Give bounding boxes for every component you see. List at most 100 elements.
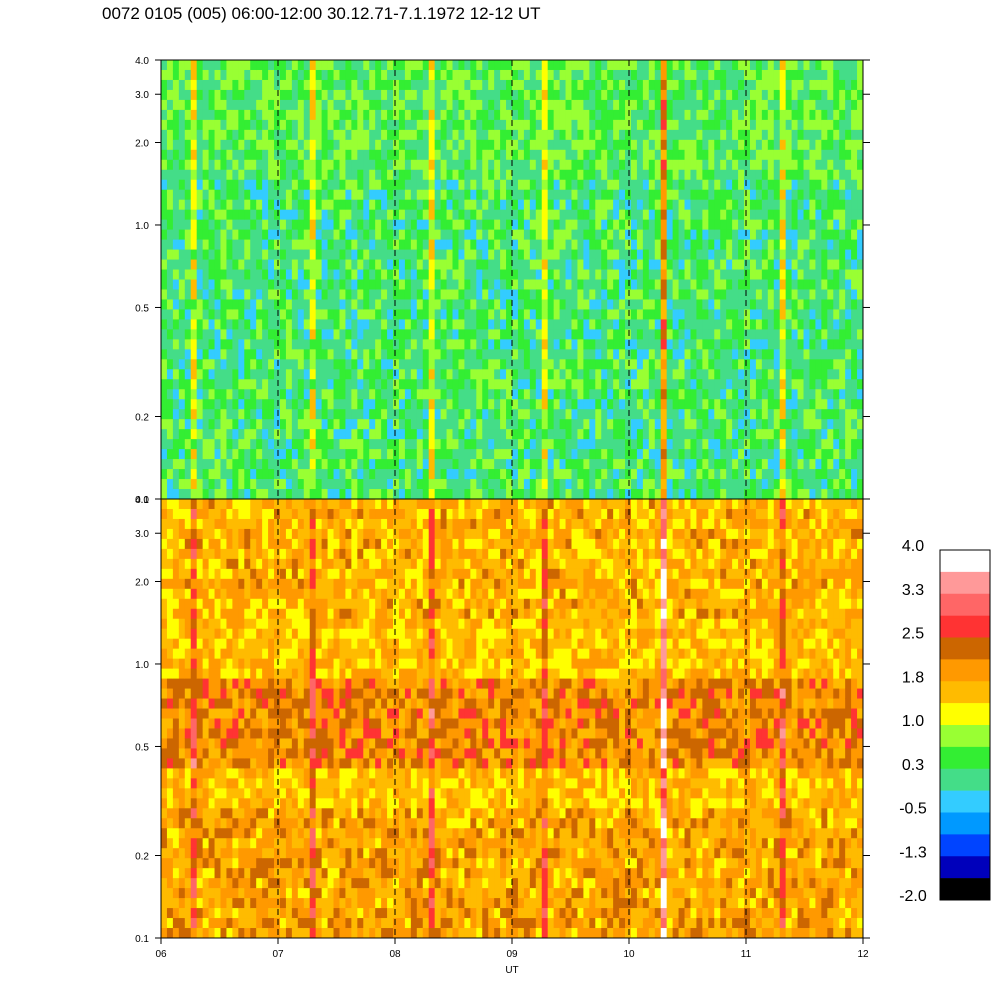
heatmap-cell [184, 419, 192, 430]
heatmap-cell [696, 379, 703, 390]
heatmap-cell [535, 189, 543, 201]
heatmap-cell [791, 149, 798, 161]
heatmap-cell [327, 299, 334, 310]
heatmap-cell [791, 179, 798, 191]
heatmap-cell [779, 469, 787, 480]
heatmap-cell [387, 289, 394, 300]
heatmap-cell [601, 79, 608, 91]
heatmap-cell [482, 409, 489, 420]
heatmap-cell [345, 149, 352, 161]
heatmap-cell [244, 309, 251, 320]
heatmap-cell [791, 159, 798, 171]
heatmap-cell [678, 89, 685, 101]
heatmap-cell [749, 439, 757, 450]
heatmap-cell [666, 449, 674, 460]
heatmap-cell [815, 169, 822, 181]
heatmap-cell [761, 139, 769, 151]
heatmap-cell [523, 369, 531, 380]
heatmap-cell [470, 329, 477, 340]
heatmap-cell [642, 269, 650, 280]
heatmap-cell [196, 149, 204, 161]
heatmap-cell [678, 279, 685, 290]
heatmap-cell [476, 329, 483, 340]
heatmap-cell [214, 109, 221, 121]
heatmap-cell [636, 149, 644, 161]
heatmap-cell [761, 459, 769, 470]
heatmap-cell [476, 469, 483, 480]
heatmap-cell [755, 149, 763, 161]
heatmap-cell [553, 369, 560, 380]
heatmap-cell [684, 60, 691, 71]
heatmap-cell [172, 269, 180, 280]
heatmap-cell [494, 419, 501, 430]
heatmap-cell [827, 169, 834, 181]
heatmap-cell [274, 219, 281, 231]
heatmap-cell [434, 139, 442, 151]
heatmap-cell [172, 399, 180, 410]
heatmap-cell [184, 339, 192, 350]
heatmap-cell [607, 359, 614, 370]
heatmap-cell [250, 369, 257, 380]
heatmap-cell [339, 60, 346, 71]
heatmap-cell [279, 359, 287, 370]
heatmap-cell [666, 279, 674, 290]
heatmap-cell [494, 259, 501, 270]
heatmap-cell [523, 469, 531, 480]
heatmap-cell [559, 349, 566, 360]
heatmap-cell [547, 299, 555, 310]
heatmap-cell [476, 279, 483, 290]
heatmap-cell [428, 419, 436, 430]
heatmap-cell [440, 139, 447, 151]
heatmap-cell [458, 479, 465, 490]
heatmap-cell [381, 109, 388, 121]
heatmap-cell [654, 459, 662, 470]
heatmap-cell [262, 349, 269, 360]
heatmap-cell [422, 289, 430, 300]
heatmap-cell [702, 199, 709, 211]
heatmap-cell [684, 269, 691, 280]
heatmap-cell [767, 319, 775, 330]
heatmap-cell [321, 119, 328, 131]
heatmap-cell [387, 229, 394, 240]
heatmap-cell [351, 119, 358, 131]
heatmap-cell [357, 259, 364, 270]
heatmap-cell [452, 139, 459, 151]
heatmap-cell [161, 60, 168, 71]
heatmap-cell [755, 249, 763, 260]
heatmap-cell [166, 459, 174, 470]
heatmap-cell [636, 289, 644, 300]
heatmap-cell [268, 409, 275, 420]
heatmap-cell [744, 219, 751, 231]
heatmap-cell [571, 189, 578, 201]
heatmap-cell [309, 159, 317, 171]
heatmap-cell [387, 99, 394, 111]
heatmap-cell [178, 229, 186, 240]
heatmap-cell [672, 279, 679, 290]
heatmap-cell [434, 199, 442, 211]
heatmap-cell [333, 339, 340, 350]
heatmap-cell [404, 229, 412, 240]
heatmap-cell [393, 409, 400, 420]
heatmap-cell [797, 359, 804, 370]
heatmap-cell [660, 179, 668, 191]
heatmap-cell [779, 359, 787, 370]
heatmap-cell [767, 149, 775, 161]
heatmap-cell [583, 479, 590, 490]
heatmap-cell [494, 229, 501, 240]
heatmap-cell [636, 439, 644, 450]
heatmap-cell [375, 139, 382, 151]
heatmap-cell [327, 389, 334, 400]
heatmap-cell [256, 209, 263, 221]
heatmap-cell [452, 219, 459, 231]
heatmap-cell [791, 139, 798, 151]
heatmap-cell [785, 279, 793, 290]
heatmap-cell [529, 89, 537, 101]
heatmap-cell [357, 229, 364, 240]
heatmap-cell [619, 169, 626, 181]
heatmap-cell [809, 279, 816, 290]
heatmap-cell [220, 429, 227, 440]
heatmap-cell [464, 309, 471, 320]
heatmap-cell [523, 259, 531, 270]
heatmap-cell [190, 269, 198, 280]
heatmap-cell [202, 129, 209, 141]
